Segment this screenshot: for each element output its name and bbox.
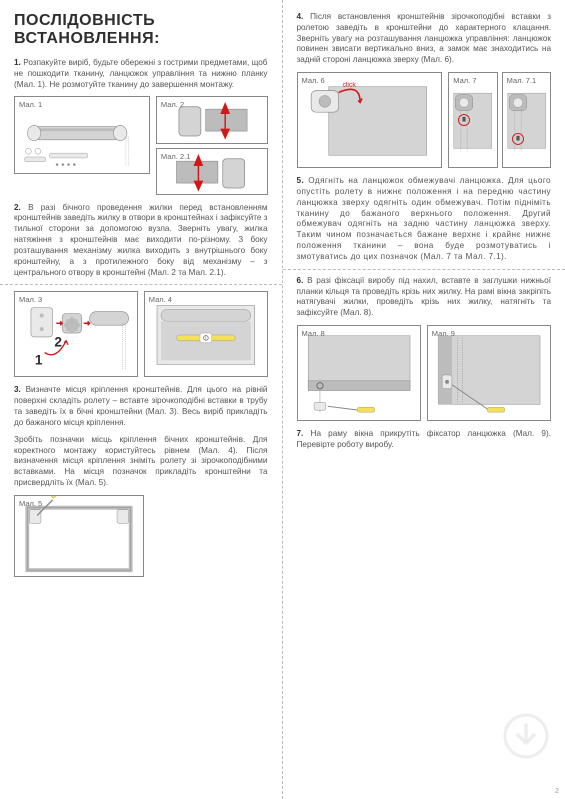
heading-title: ПОСЛІДОВНІСТЬ ВСТАНОВЛЕННЯ:: [14, 12, 268, 48]
figure-label: Мал. 9: [432, 329, 455, 338]
figure-label: Мал. 5: [19, 499, 42, 508]
fig-row-4: Мал. 6 click Мал. 7: [297, 72, 552, 168]
figure-7-1: Мал. 7.1: [502, 72, 551, 168]
figure-2: Мал. 2: [156, 96, 268, 143]
page-number: 2: [555, 788, 559, 795]
page: ПОСЛІДОВНІСТЬ ВСТАНОВЛЕННЯ: 1. Розпакуйт…: [0, 0, 565, 799]
column-left: ПОСЛІДОВНІСТЬ ВСТАНОВЛЕННЯ: 1. Розпакуйт…: [0, 0, 283, 799]
step-3b: Зробіть позначки місць кріплення бічних …: [14, 435, 268, 489]
figure-8: Мал. 8: [297, 325, 421, 421]
fig-row-1: Мал. 1: [14, 96, 268, 194]
step-4: 4. Після встановлення кронштейнів зірочк…: [297, 12, 552, 66]
step-3: 3. Визначте місця кріплення кронштейнів.…: [14, 385, 268, 428]
figure-2-1: Мал. 2.1: [156, 148, 268, 195]
figure-1: Мал. 1: [14, 96, 150, 174]
figure-label: Мал. 6: [302, 76, 325, 85]
divider: [0, 284, 282, 285]
fig-row-5: Мал. 8 Мал. 9: [297, 325, 552, 421]
figure-9: Мал. 9: [427, 325, 551, 421]
step-7: 7. На раму вікна прикрутіть фіксатор лан…: [297, 429, 552, 451]
figure-7: Мал. 7: [448, 72, 497, 168]
figure-label: Мал. 8: [302, 329, 325, 338]
figure-label: Мал. 2: [161, 100, 184, 109]
click-label: click: [342, 82, 356, 89]
figure-label: Мал. 7: [453, 76, 476, 85]
fig-row-3: Мал. 5: [14, 495, 268, 577]
figure-label: Мал. 1: [19, 100, 42, 109]
figure-4: Мал. 4: [144, 291, 268, 377]
figure-label: Мал. 7.1: [507, 76, 536, 85]
column-right: 4. Після встановлення кронштейнів зірочк…: [283, 0, 565, 799]
figure-6: Мал. 6 click: [297, 72, 443, 168]
figure-label: Мал. 4: [149, 295, 172, 304]
fig-row-2: Мал. 3 2 1: [14, 291, 268, 377]
step-2: 2. В разі бічного проведення жилки перед…: [14, 203, 268, 279]
figure-label: Мал. 2.1: [161, 152, 190, 161]
svg-text:2: 2: [54, 335, 62, 350]
svg-text:1: 1: [35, 353, 43, 368]
step-6: 6. В разі фіксації виробу під нахил, вст…: [297, 276, 552, 319]
watermark-icon: [503, 713, 549, 759]
figure-5: Мал. 5: [14, 495, 144, 577]
figure-3: Мал. 3 2 1: [14, 291, 138, 377]
divider: [283, 269, 565, 270]
step-5: 5. Одягніть на ланцюжок обмежувачі ланцю…: [297, 176, 552, 263]
step-1: 1. Розпакуйте виріб, будьте обережні з г…: [14, 58, 268, 90]
figure-label: Мал. 3: [19, 295, 42, 304]
